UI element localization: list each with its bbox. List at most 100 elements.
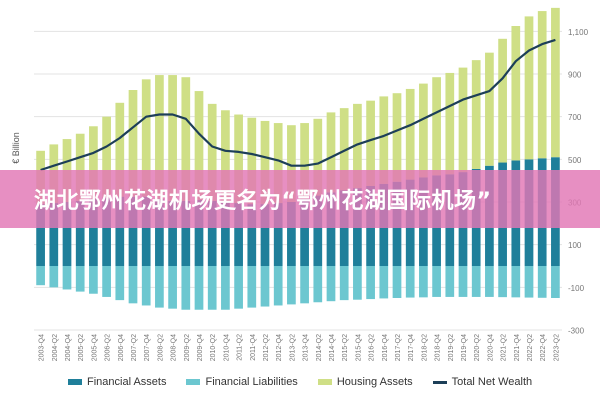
y-tick-label-6: 900	[568, 71, 582, 80]
bar-housing-assets-15	[234, 114, 243, 204]
bar-housing-assets-27	[392, 93, 402, 182]
x-tick-label-28: 2017-Q4	[408, 334, 415, 361]
y-tick-label-7: 1,100	[568, 28, 589, 37]
bar-financial-assets-22	[326, 192, 336, 266]
bar-financial-liabilities-29	[419, 266, 428, 298]
bar-financial-liabilities-13	[207, 266, 217, 310]
bar-financial-liabilities-8	[141, 266, 151, 306]
bar-financial-liabilities-5	[102, 266, 111, 297]
bar-financial-assets-16	[247, 204, 257, 266]
x-tick-label-19: 2013-Q2	[289, 334, 296, 361]
bar-financial-liabilities-11	[181, 266, 191, 310]
x-tick-label-35: 2021-Q2	[501, 334, 508, 361]
x-tick-label-9: 2008-Q2	[157, 334, 164, 361]
bar-financial-liabilities-25	[366, 266, 375, 300]
y-tick-label-0: -300	[568, 327, 585, 336]
x-tick-label-26: 2016-Q4	[382, 334, 389, 361]
bar-financial-assets-23	[339, 190, 349, 266]
bar-financial-liabilities-35	[498, 266, 507, 298]
x-tick-label-24: 2015-Q4	[355, 334, 362, 361]
bar-financial-liabilities-23	[339, 266, 349, 301]
bar-financial-liabilities-38	[537, 266, 547, 298]
bar-housing-assets-7	[128, 90, 138, 197]
bar-financial-liabilities-4	[89, 266, 98, 294]
bar-housing-assets-9	[155, 75, 164, 199]
y-tick-label-1: -100	[568, 284, 585, 293]
bar-housing-assets-32	[458, 67, 468, 173]
legend-swatch-housing-assets	[317, 379, 332, 385]
x-tick-label-8: 2007-Q4	[144, 334, 151, 361]
bar-financial-liabilities-6	[115, 266, 125, 301]
bar-financial-assets-14	[221, 202, 230, 266]
bar-housing-assets-29	[419, 83, 428, 178]
bar-financial-assets-0	[36, 204, 45, 266]
bar-financial-liabilities-18	[273, 266, 283, 306]
bar-financial-assets-10	[168, 200, 177, 266]
bar-financial-assets-6	[115, 196, 125, 266]
x-tick-label-39: 2023-Q2	[553, 334, 560, 361]
bar-financial-assets-9	[155, 198, 164, 266]
bar-financial-assets-8	[141, 196, 151, 266]
bar-housing-assets-26	[379, 96, 389, 184]
bar-financial-liabilities-32	[458, 266, 468, 297]
legend-label-housing-assets: Housing Assets	[336, 376, 413, 388]
bar-financial-assets-15	[234, 203, 243, 266]
bar-housing-assets-14	[221, 110, 230, 202]
x-tick-label-25: 2016-Q2	[369, 334, 376, 361]
x-tick-label-32: 2019-Q4	[461, 334, 468, 361]
bar-housing-assets-22	[326, 112, 336, 193]
bar-housing-assets-16	[247, 117, 257, 205]
x-tick-label-11: 2009-Q2	[184, 334, 191, 361]
bar-housing-assets-20	[300, 123, 309, 199]
bar-financial-liabilities-7	[128, 266, 138, 304]
x-tick-label-22: 2014-Q4	[329, 334, 336, 361]
bar-housing-assets-13	[207, 103, 217, 201]
x-tick-label-33: 2020-Q2	[474, 334, 481, 361]
x-tick-label-36: 2021-Q4	[514, 334, 521, 361]
bar-housing-assets-30	[432, 77, 441, 176]
bar-housing-assets-5	[102, 116, 111, 198]
overlay-banner	[0, 170, 600, 228]
bar-housing-assets-39	[551, 7, 560, 158]
bar-housing-assets-23	[339, 108, 349, 191]
x-tick-label-17: 2012-Q2	[263, 334, 270, 361]
bar-financial-assets-3	[75, 200, 85, 266]
bar-financial-assets-1	[49, 203, 59, 266]
legend-item-financial-liabilities: Financial Liabilities	[186, 376, 298, 388]
legend-swatch-financial-liabilities	[186, 379, 201, 385]
bar-financial-liabilities-10	[168, 266, 177, 309]
x-tick-label-21: 2014-Q2	[316, 334, 323, 361]
bar-financial-assets-17	[260, 204, 270, 266]
legend-swatch-financial-assets	[68, 379, 82, 385]
x-tick-label-15: 2011-Q2	[237, 334, 244, 361]
legend-label-total-net-wealth: Total Net Wealth	[451, 376, 533, 388]
bar-housing-assets-38	[537, 11, 547, 159]
x-tick-label-14: 2010-Q4	[223, 334, 230, 361]
legend-swatch-total-net-wealth	[432, 380, 447, 384]
bar-financial-liabilities-17	[260, 266, 270, 307]
x-tick-label-31: 2019-Q2	[448, 334, 455, 361]
bar-housing-assets-3	[75, 133, 85, 201]
x-tick-label-27: 2017-Q2	[395, 334, 402, 361]
bar-financial-liabilities-12	[194, 266, 204, 310]
legend-label-financial-assets: Financial Assets	[87, 376, 167, 388]
bar-housing-assets-34	[485, 52, 494, 166]
bar-financial-liabilities-19	[287, 266, 296, 305]
banner-text: 湖北鄂州花湖机场更名为“鄂州花湖国际机场”	[34, 189, 492, 214]
bar-financial-liabilities-33	[471, 266, 481, 297]
x-tick-label-6: 2006-Q4	[118, 334, 125, 361]
legend-label-financial-liabilities: Financial Liabilities	[205, 376, 298, 388]
x-tick-label-7: 2007-Q2	[131, 334, 138, 361]
bar-financial-liabilities-16	[247, 266, 257, 308]
bar-housing-assets-35	[498, 38, 507, 163]
bar-housing-assets-11	[181, 77, 191, 201]
bar-financial-assets-12	[194, 199, 204, 266]
x-tick-label-4: 2005-Q4	[91, 334, 98, 361]
bar-financial-liabilities-34	[485, 266, 494, 297]
bar-housing-assets-19	[287, 125, 296, 202]
bar-housing-assets-12	[194, 91, 204, 200]
bar-financial-liabilities-2	[62, 266, 72, 290]
bar-financial-liabilities-14	[221, 266, 230, 310]
bar-financial-liabilities-15	[234, 266, 243, 309]
y-axis-title: € Billion	[11, 132, 21, 164]
